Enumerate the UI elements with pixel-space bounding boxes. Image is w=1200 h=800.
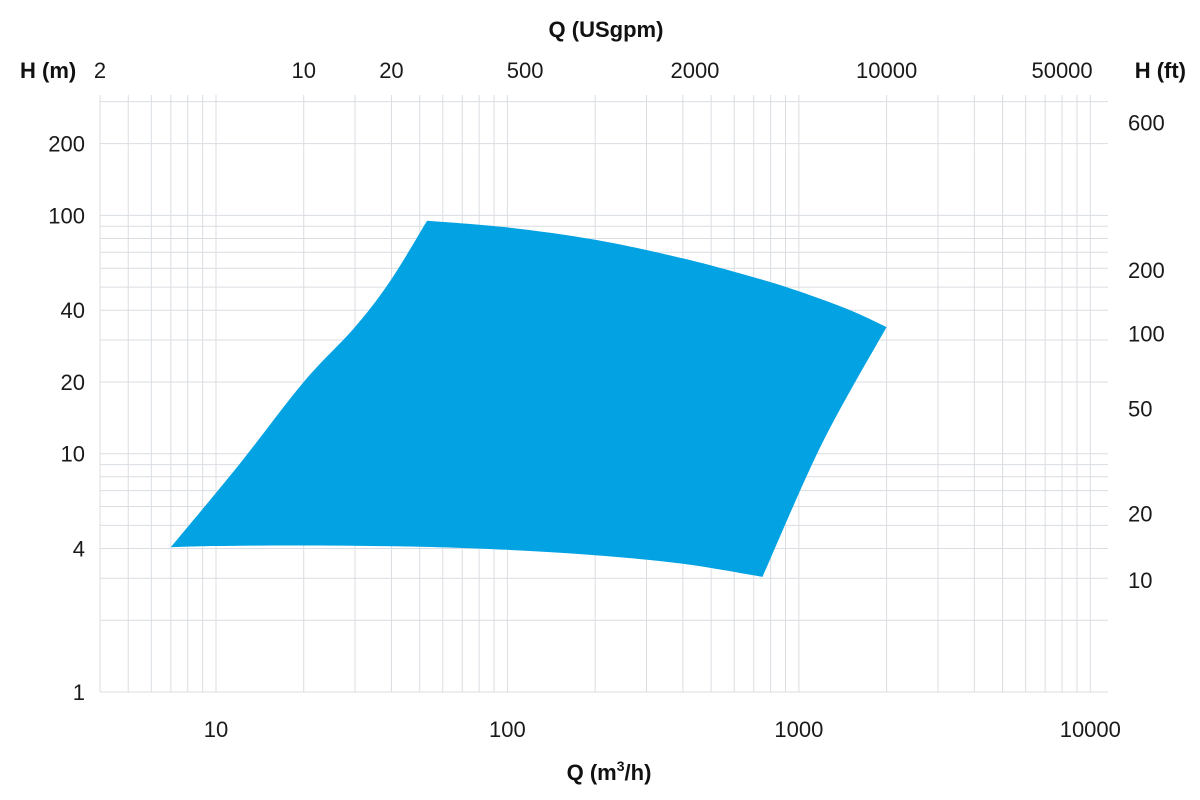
x-axis-ticks: 10 100 1000 10000	[204, 717, 1121, 742]
y-tick-label: 4	[73, 537, 85, 562]
y2-axis-title: H (ft)	[1135, 58, 1186, 83]
y2-tick-label: 10	[1128, 568, 1152, 593]
x2-tick-label: 20	[379, 58, 403, 83]
x-tick-label: 10	[204, 717, 228, 742]
x-axis-title: Q (m3/h)	[567, 758, 652, 785]
y-tick-label: 20	[61, 370, 85, 395]
x-tick-label: 1000	[774, 717, 823, 742]
y-tick-label: 40	[61, 298, 85, 323]
y-tick-label: 100	[48, 203, 85, 228]
operating-range-area	[170, 220, 887, 577]
y-tick-label: 200	[48, 132, 85, 157]
x-tick-label: 100	[489, 717, 526, 742]
x2-tick-label: 10	[291, 58, 315, 83]
x-axis-title-superscript: 3	[617, 758, 625, 774]
x2-axis-ticks: 2 10 20 500 2000 10000 50000	[94, 58, 1093, 83]
y2-tick-label: 200	[1128, 258, 1165, 283]
y-axis-ticks: 1 4 10 20 40 100 200	[48, 132, 85, 705]
y2-axis-ticks: 600 200 100 50 20 10	[1128, 111, 1165, 593]
x-axis-title-suffix: /h)	[625, 760, 652, 785]
y2-tick-label: 100	[1128, 321, 1165, 346]
y2-tick-label: 20	[1128, 502, 1152, 527]
x2-axis-title: Q (USgpm)	[549, 17, 664, 42]
x2-tick-label: 2	[94, 58, 106, 83]
x2-tick-label: 500	[507, 58, 544, 83]
y2-tick-label: 600	[1128, 111, 1165, 136]
y-axis-title: H (m)	[20, 58, 76, 83]
x-tick-label: 10000	[1060, 717, 1121, 742]
x2-tick-label: 10000	[856, 58, 917, 83]
x-axis-title-prefix: Q (m	[567, 760, 617, 785]
y-tick-label: 1	[73, 680, 85, 705]
x2-tick-label: 2000	[670, 58, 719, 83]
y-tick-label: 10	[61, 442, 85, 467]
x2-tick-label: 50000	[1031, 58, 1092, 83]
y2-tick-label: 50	[1128, 396, 1152, 421]
